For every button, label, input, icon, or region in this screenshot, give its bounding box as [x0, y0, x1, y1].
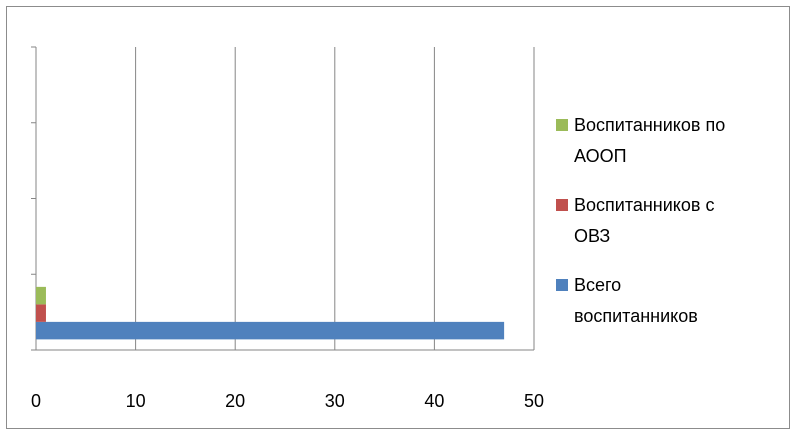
x-tick-label: 50 [524, 391, 544, 411]
gridlines [135, 47, 535, 350]
bar [36, 304, 46, 322]
legend-label: АООП [574, 146, 627, 166]
chart-frame [6, 6, 790, 429]
axes [31, 46, 534, 351]
x-tick-label: 0 [31, 391, 41, 411]
legend-label: Воспитанников по [574, 115, 725, 135]
legend-swatch [556, 279, 568, 291]
bar [36, 321, 505, 340]
legend-label: Воспитанников с [574, 195, 714, 215]
x-tick-label: 20 [225, 391, 245, 411]
legend: Воспитанников по АООП Воспитанников с ОВЗ Вс… [556, 115, 725, 326]
legend-label: ОВЗ [574, 226, 610, 246]
x-tick-label: 10 [126, 391, 146, 411]
legend-swatch [556, 119, 568, 131]
x-tick-labels: 0 10 20 30 40 50 [31, 391, 544, 411]
x-tick-label: 40 [424, 391, 444, 411]
bars [36, 286, 505, 340]
legend-label: воспитанников [574, 306, 698, 326]
x-tick-label: 30 [325, 391, 345, 411]
bar [36, 286, 46, 305]
legend-swatch [556, 199, 568, 211]
legend-label: Всего [574, 275, 621, 295]
